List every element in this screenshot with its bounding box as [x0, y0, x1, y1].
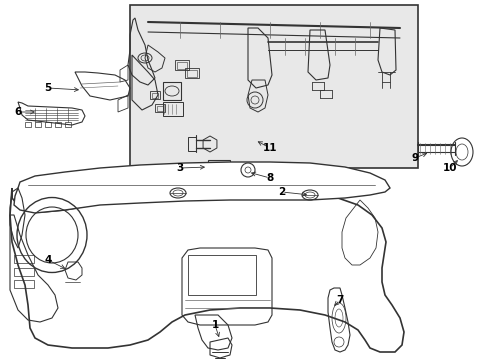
Text: 10: 10 — [442, 163, 456, 173]
Bar — [65, 122, 71, 127]
Bar — [155, 104, 164, 112]
Bar — [25, 122, 31, 127]
Bar — [187, 255, 256, 295]
Bar — [209, 162, 227, 172]
Text: 3: 3 — [176, 163, 183, 173]
Bar — [130, 5, 417, 168]
Bar — [152, 93, 158, 98]
Bar — [163, 82, 181, 100]
Bar — [45, 122, 51, 127]
Text: 4: 4 — [44, 255, 52, 265]
Bar — [210, 163, 215, 171]
Text: 2: 2 — [278, 187, 285, 197]
Bar — [186, 70, 197, 77]
Bar — [14, 280, 34, 288]
Text: 6: 6 — [14, 107, 21, 117]
Text: 11: 11 — [262, 143, 277, 153]
Bar — [175, 60, 189, 70]
Bar — [184, 68, 199, 78]
Text: 1: 1 — [211, 320, 218, 330]
Bar — [187, 137, 196, 151]
Bar — [150, 91, 160, 99]
Bar — [157, 106, 163, 111]
Bar — [55, 122, 61, 127]
Bar — [14, 255, 34, 263]
Bar — [221, 163, 224, 171]
Bar — [14, 268, 34, 276]
Polygon shape — [14, 162, 389, 213]
Bar — [207, 160, 229, 174]
Text: 7: 7 — [336, 295, 343, 305]
Bar — [163, 102, 183, 116]
Bar — [177, 62, 186, 69]
Text: 8: 8 — [266, 173, 273, 183]
Bar — [35, 122, 41, 127]
Text: 5: 5 — [44, 83, 52, 93]
Bar — [216, 163, 220, 171]
Text: 9: 9 — [410, 153, 418, 163]
